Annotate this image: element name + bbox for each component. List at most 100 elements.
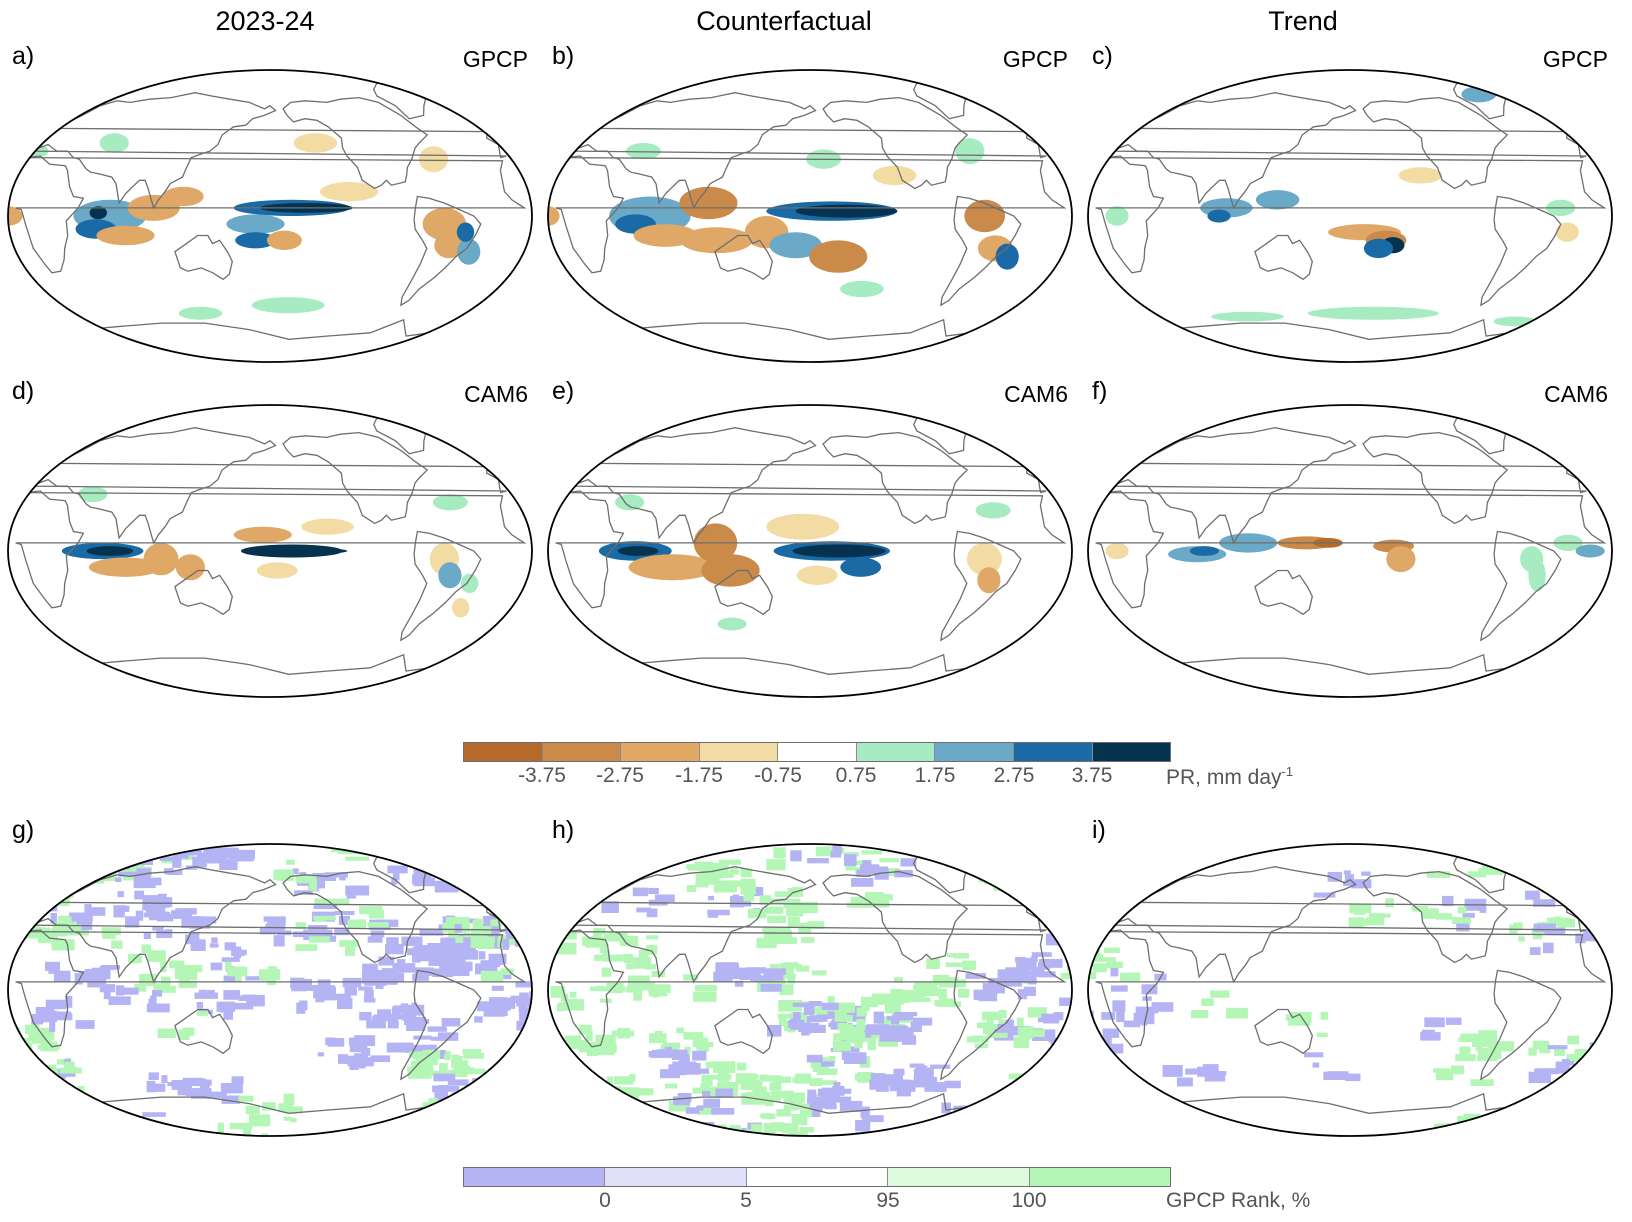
high-rank-cell xyxy=(695,873,720,885)
high-rank-cell xyxy=(42,1083,63,1095)
high-rank-cell xyxy=(694,861,714,867)
coastline-europe-asia xyxy=(1109,92,1587,210)
wet-anomaly-patch xyxy=(1363,238,1394,259)
low-rank-cell xyxy=(519,1009,532,1021)
dry-anomaly-patch xyxy=(1105,542,1129,560)
coastlines xyxy=(1095,82,1607,340)
high-rank-cell xyxy=(748,908,767,919)
low-rank-cell xyxy=(554,881,576,889)
high-rank-cell xyxy=(1025,869,1033,876)
low-rank-cell xyxy=(832,844,842,855)
map-svg xyxy=(7,69,533,363)
low-rank-cell xyxy=(673,1096,690,1106)
precip-anomaly-field xyxy=(598,494,1011,631)
wet-anomaly-patch xyxy=(235,232,276,249)
low-rank-cell xyxy=(189,917,211,929)
low-rank-cell xyxy=(447,1079,469,1086)
low-rank-cell xyxy=(113,906,125,918)
high-rank-cell xyxy=(790,1092,805,1103)
low-rank-cell xyxy=(1110,985,1128,992)
low-rank-cell xyxy=(466,1092,479,1102)
low-rank-cell xyxy=(1016,852,1037,861)
low-rank-cell xyxy=(457,961,473,972)
dry-anomaly-patch xyxy=(143,542,179,576)
dry-anomaly-patch xyxy=(175,554,205,581)
low-rank-cell xyxy=(401,857,414,862)
low-rank-cell xyxy=(1009,844,1026,852)
high-rank-cell xyxy=(705,1061,716,1069)
low-rank-cell xyxy=(136,868,151,879)
low-rank-cell xyxy=(221,957,240,962)
dry-anomaly-patch xyxy=(1398,167,1443,184)
high-rank-cell xyxy=(766,859,786,871)
coastline-africa xyxy=(555,490,1067,609)
high-rank-cell xyxy=(102,933,116,939)
low-rank-cell xyxy=(527,922,532,930)
low-rank-cell xyxy=(143,912,155,918)
low-rank-cell xyxy=(1533,923,1556,932)
high-rank-cell xyxy=(104,860,129,867)
panel-letter: d) xyxy=(12,377,35,405)
high-rank-cell xyxy=(411,1126,427,1131)
low-rank-cell xyxy=(1578,1100,1589,1109)
high-rank-cell xyxy=(594,954,605,961)
high-rank-cell xyxy=(514,1059,532,1064)
wet-anomaly-patch xyxy=(769,232,822,259)
high-rank-cell xyxy=(613,1076,634,1085)
high-rank-cell xyxy=(999,1009,1007,1019)
high-rank-cell xyxy=(1002,875,1023,883)
high-rank-cell xyxy=(447,1137,462,1140)
low-rank-cell xyxy=(1005,967,1017,978)
low-rank-cell xyxy=(259,926,277,935)
high-rank-cell xyxy=(770,1090,794,1099)
high-rank-cell xyxy=(1093,957,1117,962)
high-rank-cell xyxy=(740,1079,763,1090)
high-rank-cell xyxy=(347,919,367,928)
low-rank-cell xyxy=(209,943,219,948)
high-rank-cell xyxy=(532,1086,540,1095)
high-rank-cell xyxy=(115,851,137,860)
high-rank-cell xyxy=(1574,1048,1588,1059)
high-rank-cell xyxy=(414,1122,432,1128)
low-rank-cell xyxy=(496,844,504,846)
high-rank-cell xyxy=(1513,922,1523,931)
map-svg xyxy=(7,843,540,1140)
coastline-north-america xyxy=(822,870,969,964)
low-rank-cell xyxy=(519,992,529,999)
low-rank-cell xyxy=(933,1082,946,1093)
high-rank-cell xyxy=(1478,868,1487,874)
map-background xyxy=(1088,405,1612,697)
low-rank-cell xyxy=(303,929,313,941)
low-rank-cell xyxy=(1020,957,1034,966)
wet-anomaly-patch xyxy=(432,494,468,511)
precip-anomaly-field xyxy=(61,486,479,618)
low-rank-cell xyxy=(291,986,307,992)
wet-anomaly-patch xyxy=(1575,544,1605,558)
low-rank-cell xyxy=(338,1054,348,1064)
high-rank-cell xyxy=(31,1037,53,1044)
high-rank-cell xyxy=(697,1105,715,1115)
high-rank-cell xyxy=(295,874,317,884)
coastline-antarctica xyxy=(623,653,997,675)
high-rank-cell xyxy=(757,1095,781,1102)
low-rank-cell xyxy=(1039,958,1063,968)
low-rank-cell xyxy=(1583,929,1601,942)
high-rank-cell xyxy=(436,1135,456,1136)
low-rank-cell xyxy=(1590,1109,1612,1121)
low-rank-cell xyxy=(548,884,558,892)
low-rank-cell xyxy=(861,1115,884,1123)
low-rank-cell xyxy=(696,1068,710,1074)
low-rank-cell xyxy=(1539,845,1555,852)
low-rank-cell xyxy=(316,877,326,889)
low-rank-cell xyxy=(807,1089,817,1101)
low-rank-cell xyxy=(175,908,197,915)
low-rank-cell xyxy=(1528,1071,1551,1084)
high-rank-cell xyxy=(141,944,152,953)
high-rank-cell xyxy=(498,934,521,946)
high-rank-cell xyxy=(776,937,798,944)
high-rank-cell xyxy=(1558,1098,1575,1103)
low-rank-cell xyxy=(1012,1106,1024,1112)
low-rank-cell xyxy=(152,926,164,931)
low-rank-cell xyxy=(988,987,999,994)
high-rank-cell xyxy=(742,883,750,891)
